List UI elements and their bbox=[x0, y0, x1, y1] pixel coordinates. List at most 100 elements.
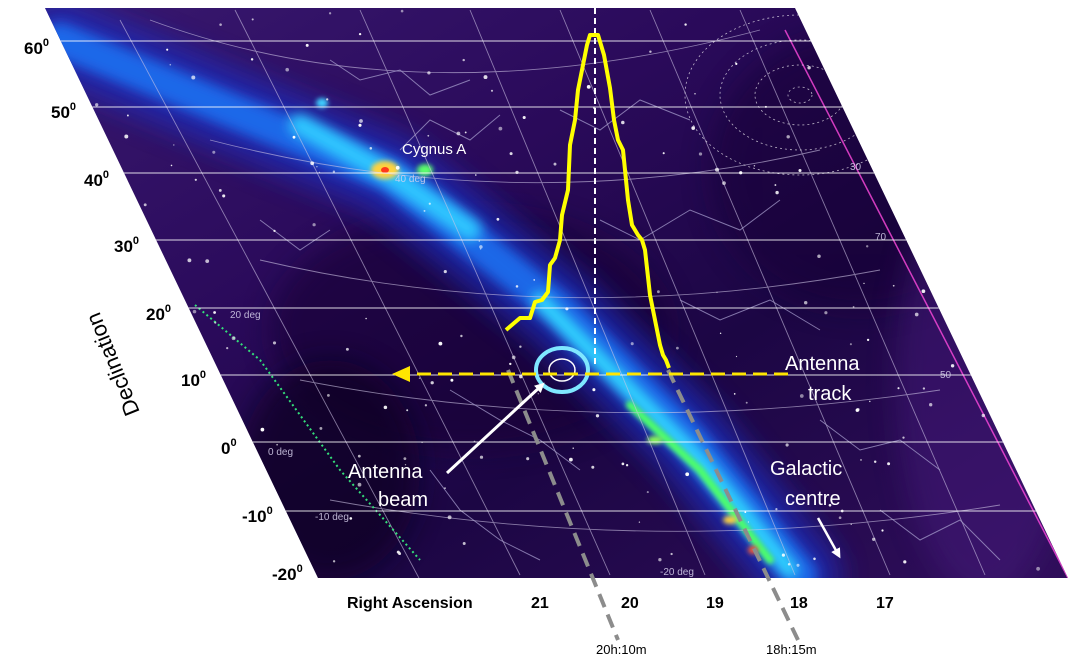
star bbox=[345, 347, 349, 351]
star bbox=[316, 165, 318, 168]
star bbox=[250, 58, 254, 61]
star bbox=[786, 135, 790, 139]
star bbox=[124, 134, 129, 139]
constellation-lines bbox=[259, 59, 1001, 561]
dec-tick-50: 500 bbox=[51, 101, 76, 122]
grid-label-m20deg: -20 deg bbox=[660, 567, 694, 578]
star bbox=[444, 487, 446, 489]
star bbox=[462, 58, 465, 62]
star bbox=[369, 147, 373, 150]
star bbox=[781, 553, 785, 557]
star bbox=[143, 203, 147, 207]
star bbox=[722, 181, 726, 185]
star bbox=[649, 50, 652, 53]
star bbox=[226, 347, 229, 350]
antenna-track bbox=[392, 366, 788, 382]
star bbox=[251, 18, 254, 21]
star bbox=[475, 174, 477, 176]
star bbox=[638, 521, 641, 523]
star bbox=[796, 563, 800, 567]
star bbox=[735, 355, 738, 358]
ecliptic-line bbox=[194, 304, 421, 561]
star bbox=[509, 362, 512, 366]
star bbox=[447, 515, 452, 520]
star bbox=[657, 290, 660, 294]
ra-tick-18: 18 bbox=[790, 595, 808, 612]
star bbox=[914, 312, 919, 317]
star bbox=[519, 345, 522, 348]
star bbox=[981, 413, 985, 418]
star bbox=[479, 455, 484, 459]
star bbox=[670, 552, 673, 556]
star bbox=[838, 516, 842, 520]
star bbox=[166, 48, 169, 51]
star bbox=[460, 334, 463, 338]
ra-tick-labels: 21 20 19 18 17 bbox=[531, 595, 894, 612]
star bbox=[569, 457, 573, 462]
dec-tick-minus20: -200 bbox=[272, 563, 303, 584]
star bbox=[897, 387, 900, 390]
star bbox=[537, 393, 539, 395]
star bbox=[515, 285, 519, 288]
star bbox=[522, 115, 526, 120]
star bbox=[222, 194, 226, 198]
dec-tick-40: 400 bbox=[84, 169, 109, 190]
star bbox=[840, 509, 844, 513]
star bbox=[745, 401, 748, 404]
star bbox=[866, 245, 869, 248]
ra-tick-19: 19 bbox=[706, 595, 724, 612]
ra-axis-title: Right Ascension bbox=[347, 595, 473, 612]
star bbox=[305, 43, 309, 47]
star bbox=[421, 441, 423, 444]
star bbox=[572, 447, 574, 449]
star bbox=[902, 436, 905, 439]
grid-label-20deg: 20 deg bbox=[230, 310, 261, 321]
grid-label-70: 70 bbox=[875, 232, 887, 243]
star bbox=[798, 168, 802, 173]
star bbox=[892, 284, 895, 287]
star bbox=[921, 289, 926, 294]
dec-tick-20: 200 bbox=[146, 303, 171, 324]
star bbox=[126, 114, 129, 117]
star bbox=[406, 409, 409, 412]
star bbox=[327, 394, 330, 397]
star bbox=[849, 343, 852, 346]
star bbox=[231, 336, 236, 341]
star bbox=[383, 405, 388, 410]
star bbox=[194, 178, 197, 181]
star bbox=[533, 279, 535, 281]
time-markers bbox=[506, 369, 800, 641]
star bbox=[443, 270, 447, 274]
star bbox=[646, 491, 649, 494]
star bbox=[292, 135, 296, 139]
star bbox=[553, 162, 557, 166]
star bbox=[515, 170, 519, 175]
star-field bbox=[95, 9, 1040, 571]
grid-label-40: 40 bbox=[1010, 437, 1022, 448]
star bbox=[418, 377, 421, 380]
antenna-beam bbox=[534, 346, 590, 394]
star bbox=[775, 508, 778, 511]
star bbox=[698, 152, 703, 156]
star bbox=[929, 403, 933, 407]
star bbox=[873, 460, 877, 464]
drift-scan-curve bbox=[504, 33, 671, 369]
star bbox=[869, 400, 871, 403]
star bbox=[312, 223, 316, 227]
star bbox=[358, 123, 362, 127]
declination-tick-labels: 600 500 400 300 200 100 00 -100 -200 bbox=[24, 37, 303, 584]
star bbox=[349, 517, 353, 520]
star bbox=[403, 457, 407, 461]
celestial-grid bbox=[119, 9, 1001, 578]
antenna-track-label-2: track bbox=[808, 383, 852, 405]
grid-label-40deg: 40 deg bbox=[395, 174, 426, 185]
star bbox=[1036, 566, 1040, 571]
ra-tick-21: 21 bbox=[531, 595, 549, 612]
star bbox=[427, 71, 431, 75]
cygnus-a-label: Cygnus A bbox=[402, 141, 466, 158]
star bbox=[310, 161, 315, 166]
star bbox=[473, 440, 476, 443]
grid-label-m10deg: -10 deg bbox=[315, 512, 349, 523]
star bbox=[621, 120, 625, 125]
star bbox=[950, 364, 955, 368]
